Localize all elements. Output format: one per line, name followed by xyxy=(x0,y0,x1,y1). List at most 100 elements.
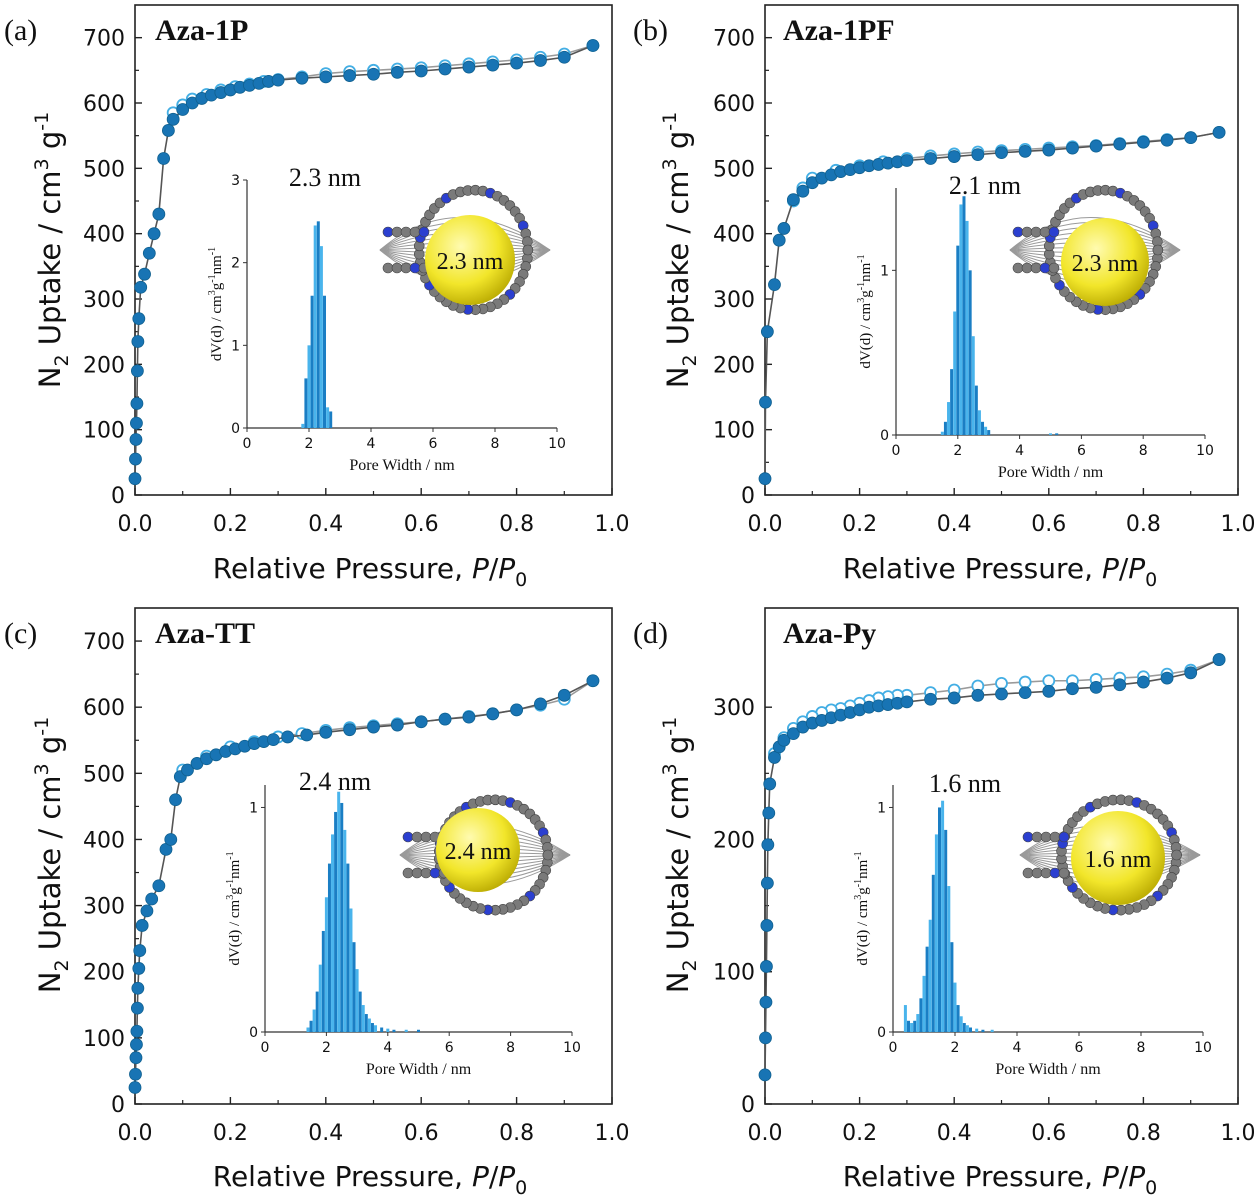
inset-bar xyxy=(334,811,338,1032)
inset-x-tick-label: 2 xyxy=(322,1040,331,1056)
panel-title: Aza-1PF xyxy=(783,14,895,47)
y-tick-label: 600 xyxy=(83,92,125,117)
adsorption-point xyxy=(762,806,776,820)
inset-bar xyxy=(956,245,960,435)
inset-bar xyxy=(956,1005,960,1032)
adsorption-point xyxy=(152,879,166,893)
adsorption-point xyxy=(1018,686,1032,700)
framework-atom xyxy=(1012,226,1024,238)
inset-bar xyxy=(331,834,335,1032)
inset-bar xyxy=(907,1020,910,1032)
adsorption-point xyxy=(462,60,476,74)
framework-atom xyxy=(1030,262,1042,274)
adsorption-point xyxy=(763,777,777,791)
inset-bar xyxy=(304,378,308,428)
pore-model-illustration: 2.3 nm xyxy=(1009,184,1181,316)
x-axis-label: Relative Pressure, P/P0 xyxy=(843,552,1158,591)
adsorption-point xyxy=(1042,143,1056,157)
inset-bar xyxy=(910,1023,914,1032)
inset-x-tick-label: 2 xyxy=(953,443,962,459)
y-tick-label: 600 xyxy=(713,92,755,117)
inset-bar xyxy=(984,426,988,435)
adsorption-point xyxy=(271,73,285,87)
x-tick-label: 0.0 xyxy=(748,1121,783,1146)
inset-bar xyxy=(962,196,966,435)
adsorption-point xyxy=(760,919,774,932)
inset-bar xyxy=(990,1029,994,1032)
adsorption-point xyxy=(777,222,791,235)
adsorption-point xyxy=(131,335,145,348)
inset-bar xyxy=(309,1020,313,1032)
inset-bar xyxy=(321,930,325,1032)
inset-bar xyxy=(953,982,957,1032)
inset-bar xyxy=(977,410,981,435)
inset-bar xyxy=(947,402,951,435)
framework-atom xyxy=(400,262,412,274)
plot-frame xyxy=(764,4,1239,496)
adsorption-point xyxy=(157,152,171,165)
inset-y-tick-label: 1 xyxy=(877,800,886,816)
y-tick-label: 300 xyxy=(713,696,755,721)
adsorption-point xyxy=(1184,666,1198,680)
inset-x-tick-label: 2 xyxy=(305,436,314,452)
adsorption-point xyxy=(786,727,800,741)
x-tick-label: 0.8 xyxy=(499,512,534,537)
adsorption-point xyxy=(266,733,280,747)
adsorption-point xyxy=(128,1081,142,1094)
inset-bar xyxy=(971,336,975,435)
sphere-label: 2.3 nm xyxy=(437,249,504,275)
inset-x-tick-label: 6 xyxy=(1075,1040,1084,1056)
adsorption-point xyxy=(142,246,156,260)
inset-bar xyxy=(367,1018,371,1032)
inset-psd: 0 2 4 6 8 10 0 1 Pore Width / nm dV(d) / cm3g-1nm… xyxy=(853,769,1212,1078)
inset-x-label: Pore Width / nm xyxy=(366,1061,472,1078)
inset-peak-annotation: 2.4 nm xyxy=(299,767,371,796)
panel-title: Aza-Py xyxy=(783,617,876,650)
inset-psd: 0 2 4 6 8 10 0 1 Pore Width / nm dV(d) / cm3g-1nm… xyxy=(225,767,581,1078)
y-tick-label: 500 xyxy=(713,157,755,182)
inset-y-tick-label: 2 xyxy=(231,256,240,272)
adsorption-point xyxy=(414,715,428,729)
x-tick-label: 1.0 xyxy=(1221,1121,1254,1146)
inset-x-tick-label: 0 xyxy=(892,443,901,459)
framework-atom xyxy=(391,262,403,274)
inset-bar xyxy=(962,1023,966,1032)
inset-y-tick-label: 0 xyxy=(877,1025,886,1041)
y-tick-label: 0 xyxy=(741,1093,755,1118)
inset-psd: 0 2 4 6 8 10 0 1 Pore Width / nm dV(d) / cm3g-1nm… xyxy=(856,171,1214,481)
inset-x-tick-label: 4 xyxy=(1013,1040,1022,1056)
y-tick-label: 700 xyxy=(83,27,125,52)
adsorption-point xyxy=(768,751,781,764)
adsorption-point xyxy=(130,364,144,378)
inset-psd: 0 2 4 6 8 10 0 1 2 3 Pore Width / nm dV(d) / cm3g-1… xyxy=(207,163,566,474)
adsorption-point xyxy=(300,728,314,742)
inset-bar xyxy=(1049,433,1052,435)
inset-x-label: Pore Width / nm xyxy=(998,464,1104,481)
adsorption-point xyxy=(971,148,985,162)
framework-atom xyxy=(1058,831,1070,843)
x-axis-label: Relative Pressure, P/P0 xyxy=(213,552,528,591)
adsorption-point xyxy=(971,688,985,702)
adsorption-point xyxy=(438,712,452,726)
adsorption-point xyxy=(510,703,523,717)
adsorption-point xyxy=(138,267,151,281)
inset-bar xyxy=(916,1014,920,1032)
adsorption-point xyxy=(367,67,380,81)
framework-atom xyxy=(382,226,394,238)
adsorption-point xyxy=(486,58,500,72)
framework-atom xyxy=(391,226,403,238)
inset-bar xyxy=(943,421,947,435)
inset-bar xyxy=(349,908,353,1032)
inset-x-tick-label: 6 xyxy=(445,1040,454,1056)
framework-atom xyxy=(522,244,534,256)
inset-bar xyxy=(903,1005,907,1032)
adsorption-point xyxy=(900,154,914,167)
inset-bar xyxy=(323,295,326,428)
adsorption-point xyxy=(1042,684,1056,698)
x-tick-label: 0.8 xyxy=(499,1121,534,1146)
adsorption-point xyxy=(132,962,146,975)
inset-bar xyxy=(941,800,945,1032)
inset-x-label: Pore Width / nm xyxy=(995,1061,1101,1078)
